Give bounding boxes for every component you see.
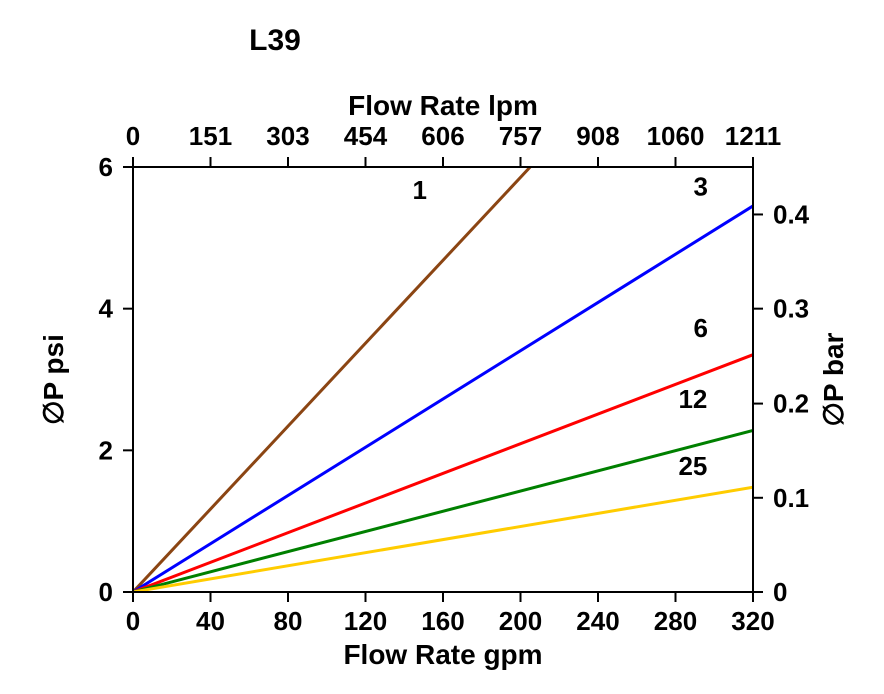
x-top-tick-label: 1060: [647, 121, 705, 151]
series-label-12: 12: [678, 384, 707, 414]
x-top-tick-label: 151: [189, 121, 232, 151]
pressure-flow-chart: 04080120160200240280320Flow Rate gpm0151…: [0, 0, 884, 694]
x-top-tick-label: 908: [576, 121, 619, 151]
series-label-6: 6: [693, 313, 707, 343]
x-bottom-tick-label: 200: [499, 606, 542, 636]
y-right-tick-label: 0: [773, 577, 787, 607]
chart-container: 04080120160200240280320Flow Rate gpm0151…: [0, 0, 884, 694]
y-right-tick-label: 0.2: [773, 389, 809, 419]
x-top-axis-label: Flow Rate lpm: [348, 90, 538, 121]
y-right-tick-label: 0.1: [773, 483, 809, 513]
x-top-tick-label: 303: [266, 121, 309, 151]
x-top-tick-label: 454: [344, 121, 388, 151]
y-left-tick-label: 4: [99, 294, 114, 324]
x-top-tick-label: 0: [126, 121, 140, 151]
y-right-tick-label: 0.3: [773, 294, 809, 324]
y-left-tick-label: 2: [99, 435, 113, 465]
x-bottom-axis-label: Flow Rate gpm: [343, 639, 542, 670]
x-bottom-tick-label: 320: [731, 606, 774, 636]
series-label-3: 3: [693, 171, 707, 201]
series-label-1: 1: [413, 175, 427, 205]
x-bottom-tick-label: 40: [196, 606, 225, 636]
y-right-tick-label: 0.4: [773, 199, 810, 229]
y-left-tick-label: 0: [99, 577, 113, 607]
x-top-tick-label: 606: [421, 121, 464, 151]
y-left-axis-label: ∅P psi: [38, 334, 69, 425]
series-label-25: 25: [678, 451, 707, 481]
x-bottom-tick-label: 120: [344, 606, 387, 636]
x-bottom-tick-label: 0: [126, 606, 140, 636]
x-top-tick-label: 757: [499, 121, 542, 151]
x-bottom-tick-label: 80: [274, 606, 303, 636]
x-bottom-tick-label: 160: [421, 606, 464, 636]
x-top-tick-label: 1211: [725, 121, 781, 151]
x-bottom-tick-label: 280: [654, 606, 697, 636]
y-right-axis-label: ∅P bar: [818, 332, 849, 426]
x-bottom-tick-label: 240: [576, 606, 619, 636]
chart-title: L39: [249, 24, 301, 57]
y-left-tick-label: 6: [99, 152, 113, 182]
